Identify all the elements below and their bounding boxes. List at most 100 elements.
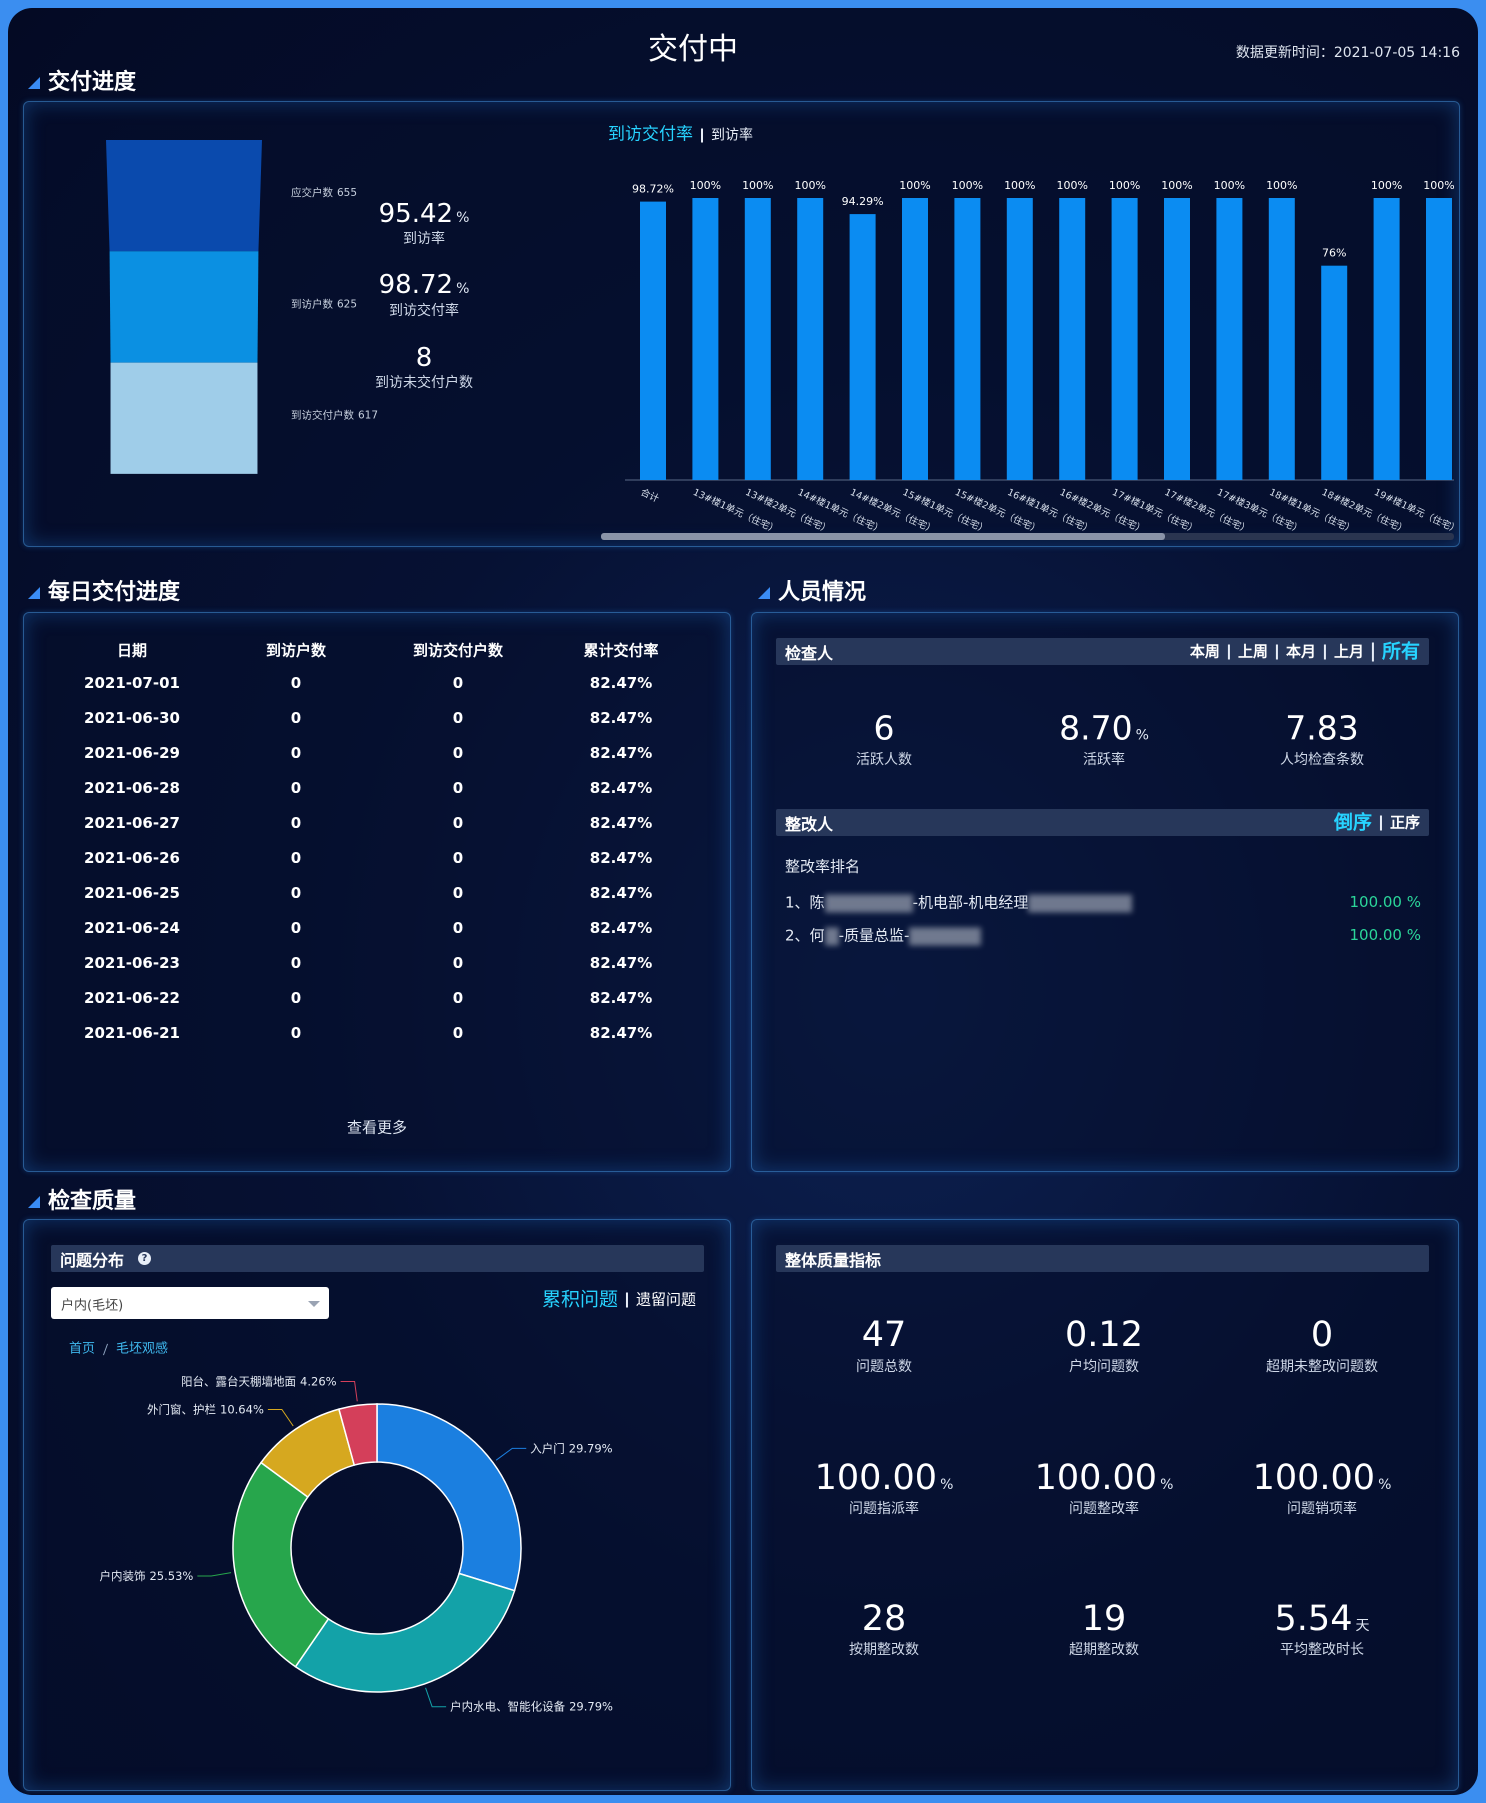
stat-value: 100.00 <box>814 1458 938 1498</box>
table-cell: 0 <box>452 919 464 937</box>
tab[interactable]: 正序 <box>1379 815 1428 831</box>
value-label: 100% <box>690 179 721 192</box>
slice-name: 阳台、露台天棚墙地面 <box>181 1374 296 1388</box>
bar <box>1268 198 1295 480</box>
bar <box>1059 198 1086 480</box>
tab[interactable]: 本周 <box>1189 642 1220 661</box>
x-tick-label: 16#楼1单元（住宅） <box>1005 486 1094 536</box>
value-label: 100% <box>742 179 773 192</box>
stat: 47 <box>862 1315 907 1355</box>
stat-label: 问题整改率 <box>1069 1501 1139 1517</box>
stat: 0 <box>1311 1315 1333 1355</box>
funnel-name: 应交户数 <box>291 186 333 199</box>
table-cell: 0 <box>452 1024 464 1042</box>
stat: 19 <box>1082 1599 1127 1639</box>
update-value: 2021-07-05 14:16 <box>1333 45 1460 61</box>
slice-label: 阳台、露台天棚墙地面 4.26% <box>181 1374 337 1388</box>
table-cell: 0 <box>290 674 302 692</box>
table-cell: 2021-06-21 <box>84 1024 180 1042</box>
funnel-label: 应交户数 655 <box>291 186 357 199</box>
value-label: 100% <box>1004 179 1035 192</box>
crumb[interactable]: 首页 <box>69 1341 96 1357</box>
bar <box>902 198 928 480</box>
table-cell: 0 <box>290 884 302 902</box>
rate: 100.00 % <box>1349 893 1421 911</box>
slice-name: 入户门 <box>530 1441 565 1455</box>
value-label: 100% <box>1056 179 1087 192</box>
bar <box>1373 198 1400 480</box>
table-cell: 82.47% <box>589 954 653 972</box>
table-cell: 0 <box>452 814 464 832</box>
tab[interactable]: 所有 <box>1371 642 1428 662</box>
rank: 1、 <box>785 893 810 912</box>
bar <box>797 198 824 480</box>
table-cell: 82.47% <box>589 744 653 762</box>
tab[interactable]: 本月 <box>1275 644 1324 660</box>
table-cell: 0 <box>452 954 464 972</box>
tab[interactable]: 到访率 <box>701 128 761 142</box>
value-label: 100% <box>1266 179 1297 192</box>
tab[interactable]: 倒序 <box>1333 811 1372 834</box>
tab[interactable]: 到访交付率 <box>608 124 693 145</box>
select-caret <box>308 1301 320 1307</box>
person-name: 何 <box>809 926 825 945</box>
leader-line <box>197 1572 232 1577</box>
slice-value: 4.26% <box>300 1374 337 1388</box>
funnel-value: 625 <box>337 298 357 310</box>
select-value[interactable]: 户内(毛坯) <box>61 1298 124 1314</box>
table-cell: 2021-06-25 <box>84 884 180 902</box>
funnel-segment <box>106 140 262 252</box>
table-cell: 82.47% <box>589 919 653 937</box>
stat-unit: % <box>940 1477 954 1493</box>
value-label: 100% <box>1161 179 1192 192</box>
leader-line <box>495 1447 527 1461</box>
funnel-label: 到访交付户数 617 <box>291 409 378 422</box>
overall-panel <box>751 1219 1459 1791</box>
x-tick-label: 14#楼1单元（住宅） <box>796 486 885 536</box>
slice-name: 户内水电、智能化设备 <box>450 1699 565 1713</box>
stat-value: 0 <box>1310 1315 1334 1355</box>
crumb[interactable]: 毛坯观感 <box>116 1341 169 1357</box>
scroll-thumb[interactable] <box>601 533 1165 540</box>
stat: 98.72% <box>379 270 470 300</box>
bar <box>1111 198 1138 480</box>
tab[interactable]: 上月 <box>1323 644 1372 660</box>
panel-title: 整改人 <box>785 815 834 834</box>
x-tick-label: 19#楼1单元（住宅） <box>1372 486 1461 536</box>
section-title: 每日交付进度 <box>28 574 180 606</box>
stat-label: 问题指派率 <box>849 1501 919 1517</box>
stat-unit: 天 <box>1355 1618 1370 1634</box>
tab[interactable]: 累积问题 <box>541 1288 618 1311</box>
table-cell: 0 <box>290 954 302 972</box>
bar <box>1164 198 1190 480</box>
tab[interactable]: 上周 <box>1227 644 1276 660</box>
tab-group: 到访交付率 到访率 <box>600 124 761 145</box>
staff-panel <box>751 612 1459 1172</box>
stat-label: 到访交付率 <box>389 303 459 319</box>
bar <box>640 201 666 480</box>
stat: 7.83 <box>1285 709 1358 748</box>
fixer-header <box>776 809 1429 836</box>
donut-slice <box>232 1461 330 1668</box>
rank: 2、 <box>785 926 810 945</box>
value-label: 100% <box>899 179 930 192</box>
select-box[interactable] <box>51 1287 329 1319</box>
slice-value: 29.79% <box>569 1441 613 1455</box>
tab-group: 本周 上周 本月 上月 所有 <box>1182 642 1428 662</box>
table-cell: 82.47% <box>589 779 653 797</box>
stat: 8 <box>416 343 433 373</box>
more-link[interactable]: 查看更多 <box>346 1118 408 1137</box>
value-label: 100% <box>952 179 983 192</box>
ranking-row: 1、陈 -机电部-机电经理 <box>785 892 1133 913</box>
distribution-header <box>51 1245 704 1272</box>
help-icon[interactable]: ? <box>138 1252 151 1265</box>
bar <box>1216 198 1243 480</box>
x-tick-label: 合计 <box>639 486 662 505</box>
tab[interactable]: 遗留问题 <box>625 1292 704 1308</box>
x-tick-label: 18#楼2单元（住宅） <box>1320 486 1409 536</box>
stat-value: 0.12 <box>1065 1315 1143 1355</box>
table-cell: 0 <box>452 849 464 867</box>
stat-unit: % <box>456 281 470 297</box>
donut-slice <box>294 1572 516 1693</box>
